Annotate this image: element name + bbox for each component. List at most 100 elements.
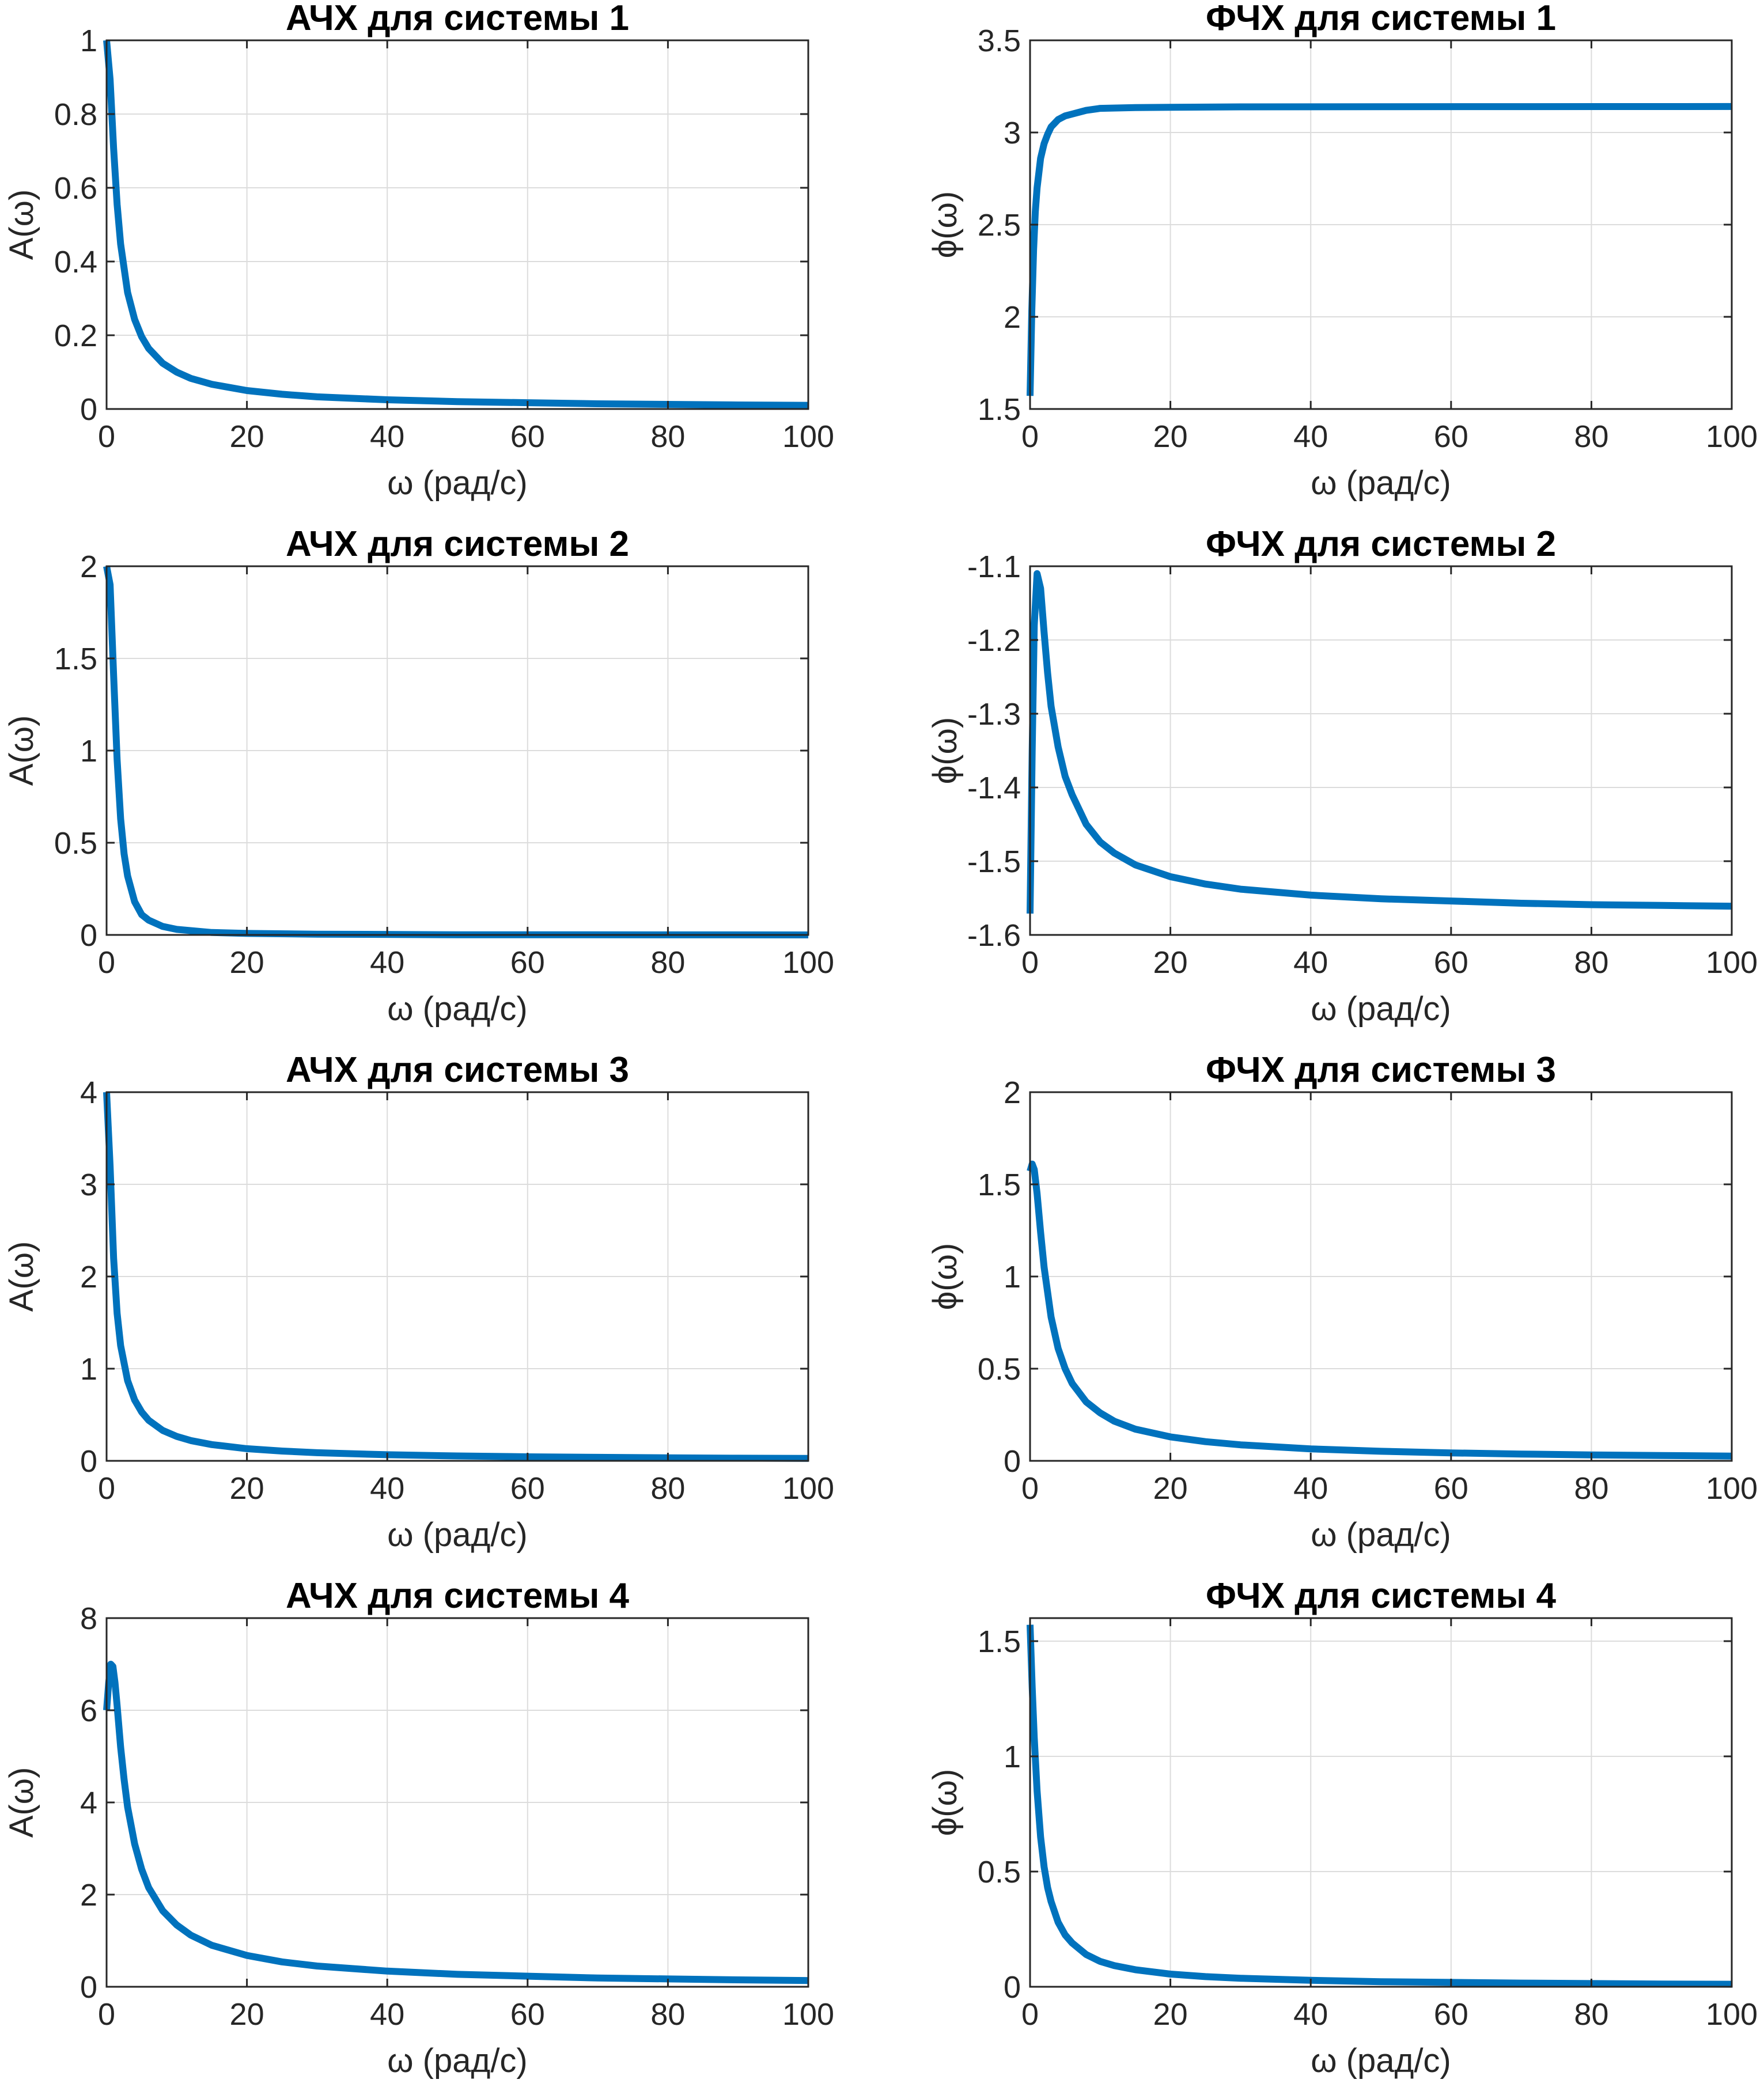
y-tick-label: 3 bbox=[80, 1168, 97, 1202]
x-tick-label: 40 bbox=[1293, 945, 1328, 980]
x-tick-label: 60 bbox=[510, 1471, 545, 1506]
x-tick-label: 60 bbox=[1434, 419, 1468, 454]
y-tick-label: 2 bbox=[80, 550, 97, 584]
y-tick-label: -1.5 bbox=[967, 844, 1021, 879]
y-tick-label: -1.4 bbox=[967, 771, 1021, 805]
y-tick-label: -1.6 bbox=[967, 918, 1021, 953]
series-line bbox=[103, 40, 809, 409]
chart-panel-2: 0 20 40 60 80 100 1.5 2 2.5 3 3.5 ФЧХ для системы 1… bbox=[926, 0, 1758, 502]
y-tick-label: -1.3 bbox=[967, 697, 1021, 732]
x-axis-label: ω (рад/с) bbox=[1311, 464, 1451, 502]
chart-panel-8: 0 20 40 60 80 100 0 0.5 1 1.5 ФЧХ для системы 4 ω (… bbox=[926, 1576, 1758, 2080]
x-tick-label: 0 bbox=[1021, 1997, 1039, 2032]
x-tick-label: 80 bbox=[650, 945, 685, 980]
chart-title: АЧХ для системы 2 bbox=[286, 524, 629, 564]
y-tick-label: 0.4 bbox=[54, 245, 97, 279]
x-tick-label: 40 bbox=[370, 1997, 404, 2032]
y-tick-label: 2 bbox=[80, 1260, 97, 1294]
x-tick-label: 0 bbox=[98, 1997, 115, 2032]
series-line bbox=[1027, 1160, 1732, 1460]
y-tick-label: 2 bbox=[1004, 300, 1021, 335]
chart-panel-1: 0 20 40 60 80 100 0 0.2 0.4 0.6 0.8 1 АЧХ для систем… bbox=[3, 0, 834, 502]
axes-frame bbox=[105, 39, 809, 410]
y-tick-label: 0.5 bbox=[978, 1855, 1021, 1889]
y-axis-label: A(ω) bbox=[3, 1241, 40, 1312]
y-tick-label: 6 bbox=[80, 1694, 97, 1728]
series-line bbox=[1027, 570, 1732, 914]
x-tick-label: 20 bbox=[1153, 1997, 1188, 2032]
chart-title: ФЧХ для системы 4 bbox=[1206, 1576, 1557, 1616]
x-axis-label: ω (рад/с) bbox=[387, 2042, 528, 2080]
x-tick-label: 0 bbox=[1021, 1471, 1039, 1506]
series-line bbox=[1027, 103, 1732, 396]
chart-panel-5: 0 20 40 60 80 100 0 1 2 3 4 АЧХ для системы 3 ω (рад… bbox=[3, 1050, 834, 1554]
y-tick-label: 0.5 bbox=[54, 826, 97, 861]
x-tick-label: 40 bbox=[1293, 419, 1328, 454]
y-tick-label: 1 bbox=[80, 734, 97, 768]
x-tick-label: 60 bbox=[1434, 945, 1468, 980]
x-tick-label: 20 bbox=[230, 419, 264, 454]
x-tick-label: 0 bbox=[98, 419, 115, 454]
x-tick-label: 40 bbox=[370, 1471, 404, 1506]
x-axis-label: ω (рад/с) bbox=[1311, 990, 1451, 1028]
y-tick-label: 1 bbox=[80, 1352, 97, 1387]
series-line bbox=[103, 1092, 809, 1462]
x-tick-label: 20 bbox=[230, 945, 264, 980]
x-tick-label: 40 bbox=[370, 419, 404, 454]
x-tick-label: 80 bbox=[1574, 945, 1608, 980]
x-tick-label: 80 bbox=[1574, 419, 1608, 454]
y-tick-label: 2 bbox=[1004, 1075, 1021, 1110]
x-tick-label: 20 bbox=[230, 1471, 264, 1506]
x-tick-label: 80 bbox=[1574, 1997, 1608, 2032]
y-tick-label: 0 bbox=[1004, 1444, 1021, 1479]
x-tick-label: 100 bbox=[1706, 945, 1758, 980]
x-tick-label: 100 bbox=[1706, 1471, 1758, 1506]
x-tick-label: 0 bbox=[1021, 419, 1039, 454]
y-tick-label: 3.5 bbox=[978, 24, 1021, 58]
y-tick-label: 1.5 bbox=[978, 1168, 1021, 1202]
x-tick-label: 0 bbox=[98, 945, 115, 980]
chart-panel-3: 0 20 40 60 80 100 0 0.5 1 1.5 2 АЧХ для системы 2 ω … bbox=[3, 524, 834, 1028]
x-tick-label: 60 bbox=[510, 419, 545, 454]
y-tick-label: 1.5 bbox=[978, 392, 1021, 427]
y-tick-label: 1 bbox=[1004, 1260, 1021, 1294]
x-tick-label: 80 bbox=[650, 419, 685, 454]
y-tick-label: 1 bbox=[80, 24, 97, 58]
x-axis-label: ω (рад/с) bbox=[1311, 1516, 1451, 1554]
chart-panel-7: 0 20 40 60 80 100 0 2 4 6 8 АЧХ для системы 4 ω (рад… bbox=[3, 1576, 834, 2080]
y-tick-label: 0.2 bbox=[54, 319, 97, 353]
y-tick-label: 0 bbox=[80, 1444, 97, 1479]
x-tick-label: 100 bbox=[782, 1471, 834, 1506]
y-tick-label: 0.8 bbox=[54, 97, 97, 132]
chart-title: ФЧХ для системы 2 bbox=[1206, 524, 1556, 564]
y-axis-label: ϕ(ω) bbox=[926, 1243, 964, 1310]
y-axis-label: A(ω) bbox=[3, 715, 40, 786]
y-tick-label: 8 bbox=[80, 1601, 97, 1636]
y-tick-label: 0 bbox=[80, 918, 97, 953]
y-tick-label: 3 bbox=[1004, 116, 1021, 150]
x-tick-label: 100 bbox=[782, 945, 834, 980]
y-tick-label: 0.6 bbox=[54, 171, 97, 206]
x-tick-label: 100 bbox=[782, 419, 834, 454]
y-axis-label: ϕ(ω) bbox=[926, 1769, 964, 1836]
y-axis-label: A(ω) bbox=[3, 190, 40, 260]
series-line bbox=[103, 1661, 809, 1984]
x-tick-label: 40 bbox=[370, 945, 404, 980]
x-tick-label: 60 bbox=[1434, 1997, 1468, 2032]
x-axis-label: ω (рад/с) bbox=[387, 1516, 528, 1554]
x-tick-label: 40 bbox=[1293, 1471, 1328, 1506]
x-tick-label: 80 bbox=[1574, 1471, 1608, 1506]
y-tick-label: 1.5 bbox=[978, 1624, 1021, 1659]
chart-title: ФЧХ для системы 1 bbox=[1206, 0, 1556, 38]
y-axis-label: ϕ(ω) bbox=[926, 717, 964, 784]
x-axis-label: ω (рад/с) bbox=[387, 990, 528, 1028]
chart-title: АЧХ для системы 1 bbox=[286, 0, 629, 38]
x-tick-label: 20 bbox=[1153, 945, 1188, 980]
axes-frame bbox=[1029, 565, 1733, 936]
x-axis-label: ω (рад/с) bbox=[1311, 2042, 1451, 2080]
x-tick-label: 60 bbox=[1434, 1471, 1468, 1506]
x-tick-label: 80 bbox=[650, 1997, 685, 2032]
x-tick-label: 100 bbox=[1706, 419, 1758, 454]
chart-panel-4: 0 20 40 60 80 100 -1.6 -1.5 -1.4 -1.3 -1.2 -1.1 ФЧХ … bbox=[926, 524, 1758, 1028]
series-line bbox=[103, 565, 809, 938]
